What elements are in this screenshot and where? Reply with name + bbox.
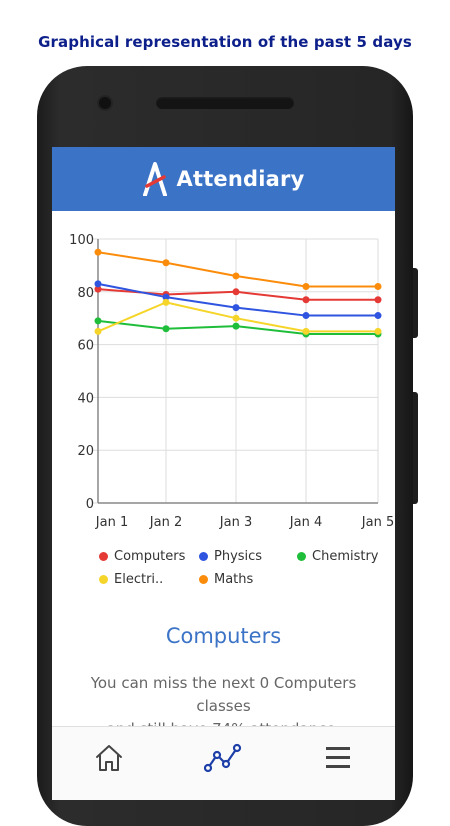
- nav-graph[interactable]: [166, 727, 280, 800]
- bottom-navigation: [52, 726, 395, 800]
- data-point-chemistry: [232, 322, 240, 330]
- y-tick-label: 20: [77, 444, 94, 459]
- legend-dot: [99, 552, 108, 561]
- legend-label: Electri..: [114, 572, 164, 587]
- attendance-line-chart: 0 20 40 60 80 100 Jan 1 Jan 2 Jan 3 Jan 4 Jan 5: [69, 233, 394, 530]
- y-tick-label: 60: [77, 339, 94, 354]
- legend-dot: [99, 575, 108, 584]
- home-icon: [96, 745, 123, 771]
- promo-caption: Graphical representation of the past 5 d…: [38, 33, 412, 51]
- x-tick-label: Jan 2: [149, 515, 182, 530]
- data-point-chemistry: [162, 325, 170, 333]
- phone-camera: [99, 97, 111, 109]
- data-point-maths: [232, 272, 240, 280]
- data-point-electri: [94, 327, 102, 335]
- chart-legend: Computers Physics Chemistry Electri.. Ma…: [99, 549, 389, 599]
- app-title: Attendiary: [176, 167, 305, 191]
- data-point-electri: [374, 327, 382, 335]
- attendance-note-line-1: You can miss the next 0 Computers classe…: [90, 674, 357, 715]
- y-tick-label: 0: [86, 497, 94, 512]
- y-tick-label: 80: [77, 286, 94, 301]
- x-tick-label: Jan 4: [289, 515, 322, 530]
- data-point-maths: [302, 283, 310, 291]
- data-point-physics: [374, 312, 382, 320]
- app-screen: Attendiary 0 20 40 60 80 100 Jan 1 Jan 2 Jan 3 J…: [52, 147, 395, 800]
- legend-dot: [199, 552, 208, 561]
- data-point-electri: [302, 327, 310, 335]
- phone-speaker: [156, 97, 294, 109]
- data-point-chemistry: [94, 317, 102, 325]
- phone-volume-button: [413, 392, 418, 504]
- series-line-maths: [97, 251, 378, 288]
- data-point-computers: [374, 296, 382, 304]
- legend-label: Physics: [214, 549, 263, 564]
- data-point-computers: [94, 285, 102, 293]
- y-tick-label: 100: [69, 233, 94, 248]
- nav-home[interactable]: [52, 727, 166, 800]
- data-point-maths: [374, 283, 382, 291]
- data-point-electri: [162, 298, 170, 306]
- data-point-physics: [162, 293, 170, 301]
- legend-dot: [297, 552, 306, 561]
- data-point-electri: [232, 314, 240, 322]
- legend-item-chemistry[interactable]: Chemistry: [297, 549, 379, 564]
- legend-item-computers[interactable]: Computers: [99, 549, 185, 564]
- phone-power-button: [413, 268, 418, 338]
- data-point-computers: [232, 288, 240, 296]
- legend-label: Maths: [214, 572, 254, 587]
- selected-subject-title: Computers: [165, 624, 282, 648]
- data-point-physics: [302, 312, 310, 320]
- data-point-maths: [162, 259, 170, 267]
- data-point-maths: [94, 248, 102, 256]
- legend-item-electrical[interactable]: Electri..: [99, 572, 163, 587]
- legend-label: Chemistry: [312, 549, 379, 564]
- legend-dot: [199, 575, 208, 584]
- legend-label: Computers: [114, 549, 186, 564]
- app-bar: Attendiary: [52, 147, 395, 211]
- legend-item-maths[interactable]: Maths: [199, 572, 253, 587]
- x-tick-label: Jan 3: [219, 515, 252, 530]
- data-point-physics: [94, 280, 102, 288]
- x-tick-label: Jan 1: [95, 515, 128, 530]
- menu-icon: [325, 747, 350, 768]
- data-point-computers: [302, 296, 310, 304]
- graph-icon: [204, 743, 242, 773]
- legend-item-physics[interactable]: Physics: [199, 549, 262, 564]
- y-tick-label: 40: [77, 391, 94, 406]
- x-tick-label: Jan 5: [361, 515, 394, 530]
- app-logo-icon: [142, 162, 167, 196]
- data-point-physics: [232, 304, 240, 312]
- nav-menu[interactable]: [281, 727, 395, 800]
